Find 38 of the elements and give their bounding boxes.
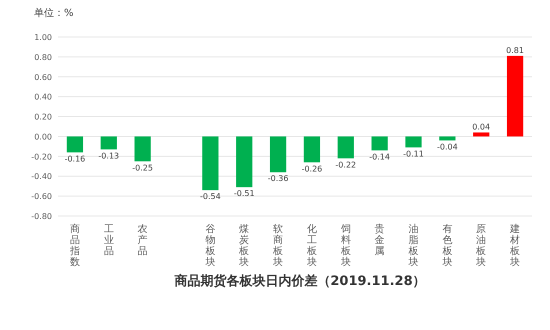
x-tick-label: 软商板块 <box>272 223 284 268</box>
data-label: 0.81 <box>506 46 524 55</box>
y-tick-label: 0.40 <box>34 92 52 102</box>
y-tick-label: -0.20 <box>31 152 52 162</box>
data-label: -0.25 <box>132 163 153 172</box>
data-label: -0.04 <box>437 142 458 152</box>
data-label: 0.04 <box>472 122 490 132</box>
y-axis-title: 单位：% <box>34 7 74 19</box>
data-label: -0.11 <box>403 149 424 158</box>
x-tick-label: 工业品 <box>104 224 114 257</box>
data-label: -0.54 <box>200 192 221 202</box>
data-label: -0.22 <box>335 160 356 170</box>
x-tick-label: 饲料板块 <box>340 224 351 268</box>
x-tick-label: 有色板块 <box>441 223 452 268</box>
x-tick-label: 建材板块 <box>509 223 520 268</box>
x-tick-label: 商品指数 <box>68 223 80 268</box>
x-tick-label: 农产品 <box>138 224 148 257</box>
data-label: -0.26 <box>302 164 322 174</box>
y-tick-label: 0.60 <box>34 72 52 82</box>
x-tick-label: 谷物板块 <box>204 223 216 268</box>
data-label: -0.16 <box>64 154 86 164</box>
x-tick-label: 油脂板块 <box>408 223 418 268</box>
data-label: -0.14 <box>369 152 390 162</box>
y-tick-label: 0.20 <box>34 112 52 122</box>
y-tick-label: -0.80 <box>31 212 52 221</box>
y-tick-label: -0.40 <box>31 172 52 182</box>
data-label: -0.51 <box>234 189 255 198</box>
text: 商品期货各板块日内价差（2019.11.28） <box>173 273 426 289</box>
y-tick-label: 1.00 <box>34 33 52 42</box>
data-label: -0.13 <box>98 151 120 160</box>
x-tick-label: 化工板块 <box>306 223 317 268</box>
y-tick-label: 0.00 <box>34 132 52 142</box>
x-tick-label: 原油板块 <box>475 224 486 268</box>
y-tick-label: -0.60 <box>31 192 52 202</box>
data-label: -0.36 <box>268 174 288 184</box>
x-tick-label: 贵金属 <box>374 223 385 257</box>
y-tick-label: 0.80 <box>34 52 52 62</box>
x-tick-label: 煤炭板块 <box>238 223 250 268</box>
